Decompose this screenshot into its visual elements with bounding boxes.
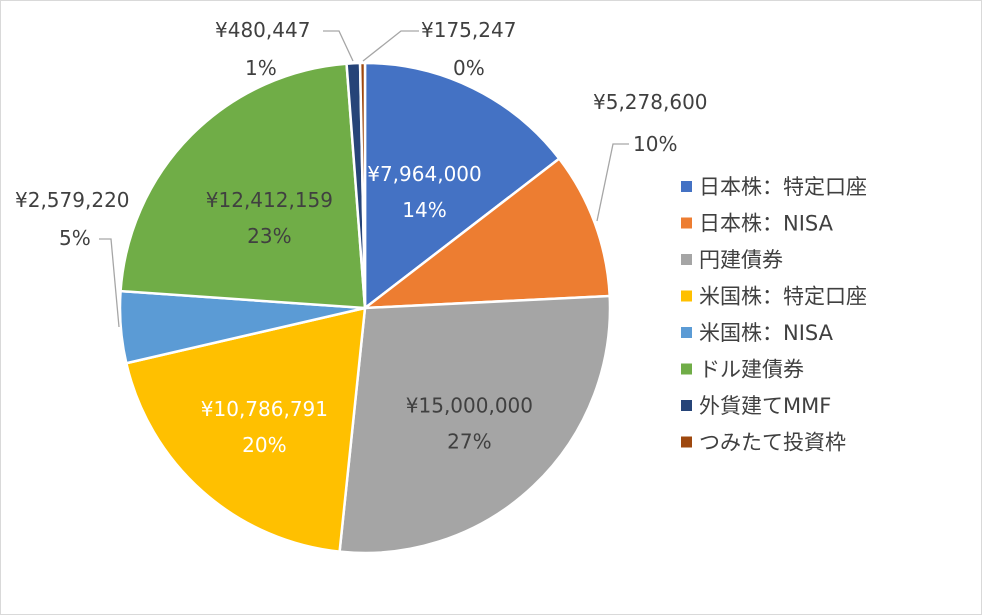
legend-swatch-6	[681, 363, 692, 375]
slice-5-percent-label: 5%	[59, 226, 91, 250]
legend-swatch-3	[681, 254, 692, 265]
slice-1	[363, 61, 561, 311]
slice-7-leader-line	[323, 30, 354, 62]
legend-label-4: 米国株：特定口座	[699, 285, 867, 309]
legend-swatch-5	[681, 327, 692, 338]
slice-4-percent-label: 20%	[242, 433, 286, 457]
slice-5-value-label: ¥2,579,220	[15, 188, 130, 212]
slice-3	[338, 294, 612, 555]
slice-6-value-label: ¥12,412,159	[206, 188, 333, 212]
legend-label-5: 米国株：NISA	[699, 321, 834, 345]
slice-2-percent-label: 10%	[633, 132, 677, 156]
slice-7-value-label: ¥480,447	[215, 18, 310, 42]
legend-swatch-7	[681, 400, 692, 411]
slice-7-percent-label: 1%	[245, 56, 277, 80]
legend-label-1: 日本株：特定口座	[699, 175, 867, 199]
slice-3-percent-label: 27%	[447, 429, 491, 453]
leader-lines	[99, 30, 629, 328]
legend-swatch-2	[681, 217, 692, 229]
data-labels: ¥7,964,000 14% ¥5,278,600 10% ¥15,000,000 27%…	[15, 18, 708, 457]
slice-8	[358, 61, 367, 309]
pie-slices	[118, 61, 612, 555]
slice-1-value-label: ¥7,964,000	[367, 162, 482, 186]
slice-8-leader-line	[362, 30, 419, 62]
legend-swatch-4	[681, 290, 692, 302]
slice-4-value-label: ¥10,786,791	[201, 397, 328, 421]
slice-6-percent-label: 23%	[247, 224, 291, 248]
slice-1-percent-label: 14%	[402, 198, 446, 222]
slice-8-value-label: ¥175,247	[421, 18, 516, 42]
legend-label-7: 外貨建てMMF	[699, 394, 831, 418]
legend-label-8: つみたて投資枠	[699, 431, 846, 455]
slice-4	[124, 306, 367, 554]
slice-2	[361, 156, 612, 310]
legend-swatch-1	[681, 181, 692, 192]
legend-label-6: ドル建債券	[699, 358, 804, 382]
legend-swatch-8	[681, 436, 692, 448]
slice-6	[119, 62, 367, 310]
slice-8-percent-label: 0%	[453, 56, 485, 80]
slice-5-leader-line	[99, 238, 120, 328]
slice-2-leader-line	[596, 143, 629, 222]
slice-2-value-label: ¥5,278,600	[593, 90, 708, 114]
legend-label-3: 円建債券	[699, 248, 783, 272]
legend-label-2: 日本株：NISA	[699, 212, 834, 236]
slice-3-value-label: ¥15,000,000	[406, 393, 533, 417]
